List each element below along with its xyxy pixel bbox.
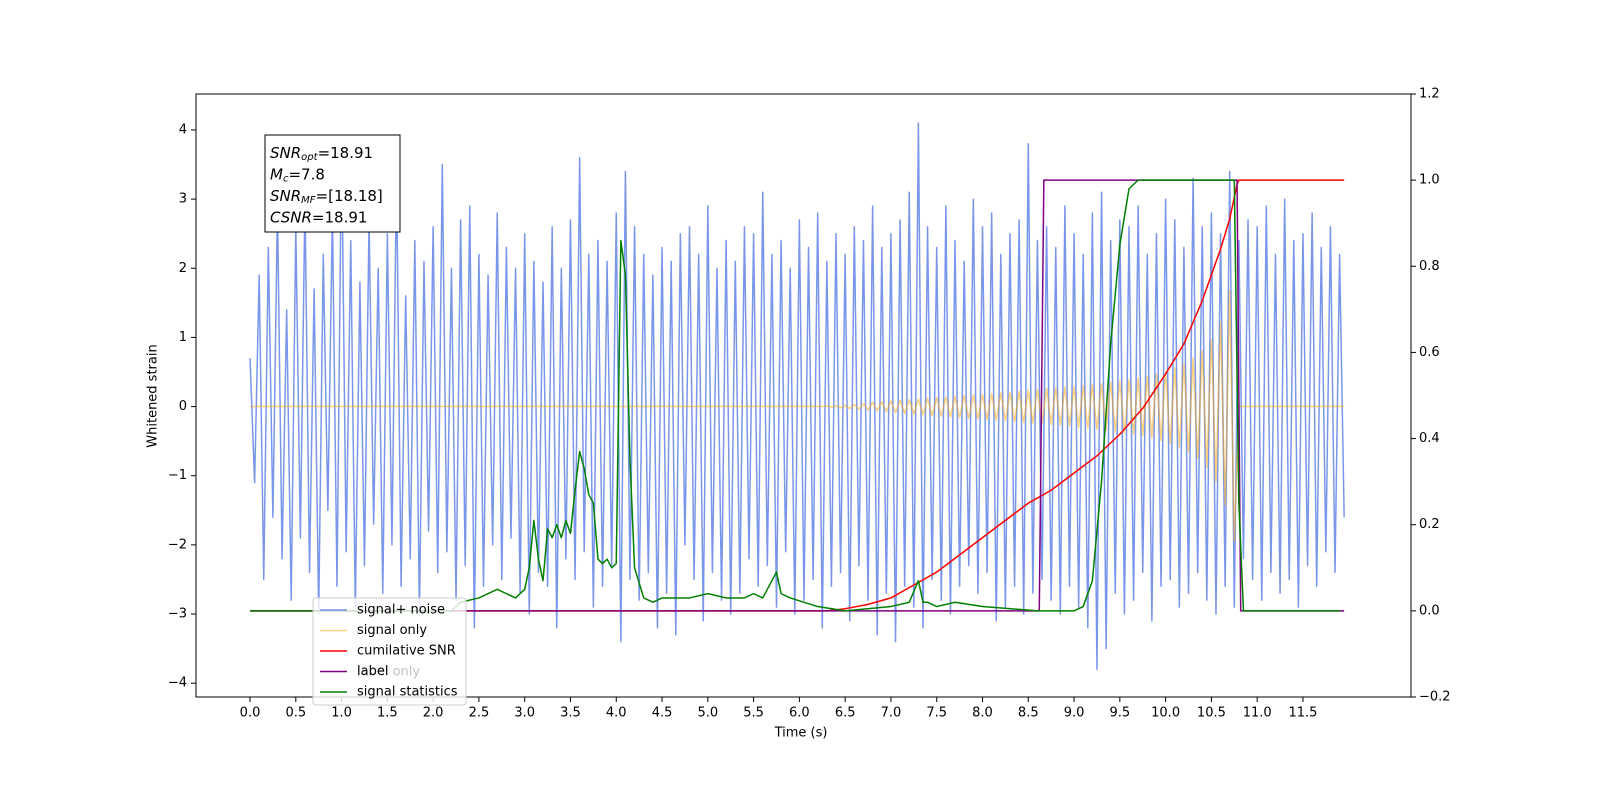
annotation-text: =18.91	[318, 144, 374, 162]
annotation-box	[264, 134, 401, 233]
x-tick-label: 3.5	[560, 706, 581, 721]
x-tick-label: 6.0	[789, 706, 810, 721]
y-tick-label: 0	[179, 399, 187, 414]
annotation-symbol: SNR	[270, 187, 301, 205]
x-tick-label: 9.0	[1064, 706, 1085, 721]
annotation-subscript: c	[283, 174, 289, 185]
x-tick-label: 11.0	[1243, 706, 1272, 721]
x-tick-label: 8.5	[1018, 706, 1039, 721]
x-tick-label: 11.5	[1288, 706, 1317, 721]
y-tick-label: −1	[168, 468, 187, 483]
y-tick-label: −2	[168, 537, 187, 552]
annotation-subscript: opt	[301, 152, 318, 163]
y2-tick-label: 1.2	[1419, 87, 1440, 102]
x-tick-label: 1.5	[377, 706, 398, 721]
annotation-line: CSNR=18.91	[270, 208, 367, 226]
x-tick-label: 7.0	[881, 706, 902, 721]
x-tick-label: 5.5	[743, 706, 764, 721]
x-tick-label: 6.5	[835, 706, 856, 721]
y2-tick-label: −0.2	[1419, 690, 1451, 705]
annotation-line: Mc=7.8	[270, 165, 325, 185]
legend-label: signal+ noise	[357, 603, 445, 618]
x-tick-label: 10.5	[1197, 706, 1226, 721]
x-tick-label: 5.0	[697, 706, 718, 721]
annotation-symbol: SNR	[270, 144, 301, 162]
annotation-subscript: MF	[301, 195, 316, 206]
legend-label: signal statistics	[357, 685, 458, 700]
x-tick-label: 3.0	[514, 706, 535, 721]
y-tick-label: 4	[179, 122, 187, 137]
y-tick-label: −4	[168, 676, 187, 691]
y-tick-label: −3	[168, 607, 187, 622]
annotation-symbol: CSNR	[270, 208, 312, 226]
x-tick-label: 2.5	[469, 706, 490, 721]
x-tick-label: 0.5	[285, 706, 306, 721]
annotation-text: =7.8	[288, 165, 324, 183]
annotation-line: SNRMF=[18.18]	[270, 187, 383, 207]
y2-tick-label: 0.4	[1419, 431, 1440, 446]
legend-box	[312, 597, 467, 706]
series-line	[250, 179, 1345, 612]
y-tick-label: 3	[179, 192, 187, 207]
y-tick-label: 2	[179, 261, 187, 276]
x-tick-label: 10.0	[1151, 706, 1180, 721]
legend-label: label	[357, 664, 388, 679]
annotation-text: =18.91	[312, 208, 368, 226]
annotation-symbol: M	[270, 165, 283, 183]
y-tick-label: 1	[179, 330, 187, 345]
x-tick-label: 2.0	[423, 706, 444, 721]
series-line	[250, 289, 1345, 543]
y2-tick-label: 0.8	[1419, 259, 1440, 274]
annotation-line: SNRopt=18.91	[270, 144, 373, 164]
x-tick-label: 7.5	[926, 706, 947, 721]
x-tick-label: 4.5	[652, 706, 673, 721]
series-line	[249, 122, 1345, 671]
y2-tick-label: 0.6	[1419, 345, 1440, 360]
y2-tick-label: 1.0	[1419, 173, 1440, 188]
series-line	[250, 179, 1340, 612]
legend-extra-label: label only	[357, 665, 420, 680]
plot-frame	[195, 93, 1412, 698]
y-axis-label: Whitened strain	[146, 344, 161, 447]
legend-label: signal only	[357, 623, 427, 638]
x-tick-label: 0.0	[240, 706, 261, 721]
x-tick-label: 9.5	[1109, 706, 1130, 721]
annotation-text: =[18.18]	[316, 187, 383, 205]
y2-tick-label: 0.0	[1419, 603, 1440, 618]
x-tick-label: 8.0	[972, 706, 993, 721]
x-tick-label: 1.0	[331, 706, 352, 721]
x-axis-label: Time (s)	[774, 726, 828, 741]
legend-label: cumilative SNR	[357, 644, 456, 659]
y2-tick-label: 0.2	[1419, 517, 1440, 532]
x-tick-label: 4.0	[606, 706, 627, 721]
